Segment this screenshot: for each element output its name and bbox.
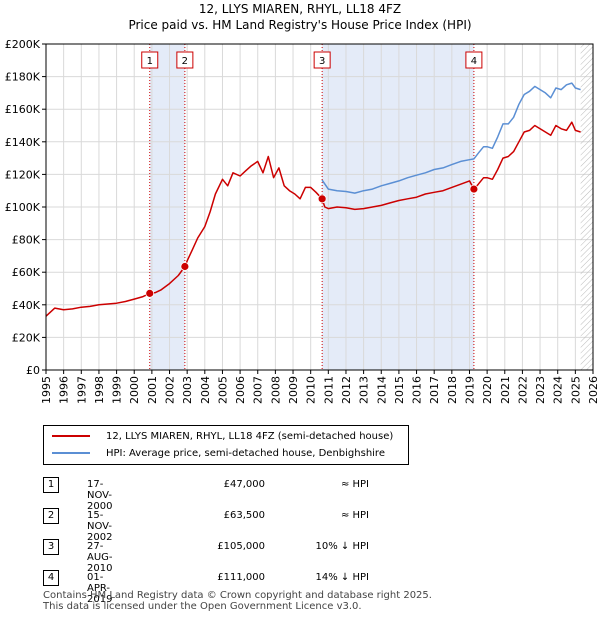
x-tick-label: 2003 <box>181 376 194 404</box>
sale-date: 01-APR-2019 <box>87 572 113 605</box>
x-tick-label: 2025 <box>569 376 582 404</box>
sale-marker: 1 <box>43 477 59 493</box>
sale-marker-box-2 <box>176 51 194 69</box>
sale-price: £47,000 <box>223 479 265 490</box>
sale-date: 27-AUG-2010 <box>87 541 113 574</box>
x-tick-label: 2019 <box>463 376 476 404</box>
y-tick-label: £200K <box>5 38 41 51</box>
sale-date: 17-NOV-2000 <box>87 479 113 512</box>
sale-marker: 2 <box>43 508 59 524</box>
chart-legend: 12, LLYS MIAREN, RHYL, LL18 4FZ (semi-de… <box>43 425 409 465</box>
x-tick-label: 2008 <box>269 376 282 404</box>
x-tick-label: 1997 <box>75 376 88 404</box>
x-tick-label: 2017 <box>428 376 441 404</box>
x-tick-label: 2014 <box>375 376 388 404</box>
sale-date: 15-NOV-2002 <box>87 510 113 543</box>
sale-point-3 <box>317 194 327 204</box>
x-tick-label: 2013 <box>358 376 371 404</box>
chart-title: 12, LLYS MIAREN, RHYL, LL18 4FZ <box>198 2 402 16</box>
sale-price: £105,000 <box>217 541 265 552</box>
y-tick-label: £100K <box>5 201 41 214</box>
y-tick-label: £60K <box>12 266 41 279</box>
sale-marker: 4 <box>43 570 59 586</box>
x-tick-label: 2004 <box>199 376 212 404</box>
sale-marker-label-2: 2 <box>182 56 188 67</box>
price-chart: 1 2 3 4 £0 £20K £40K £60K £80K £100K £120K £140K £16… <box>5 38 600 404</box>
y-tick-label: £80K <box>12 234 41 247</box>
sale-marker: 3 <box>43 539 59 555</box>
legend-hpi-label: HPI: Average price, semi-detached house,… <box>106 448 385 459</box>
future-hatch-region <box>580 44 593 370</box>
x-tick-label: 2001 <box>146 376 159 404</box>
x-tick-label: 1995 <box>40 376 53 404</box>
hpi-line-swatch <box>52 452 90 454</box>
sale-point-2 <box>180 262 190 271</box>
x-tick-label: 1998 <box>93 376 106 404</box>
legend-price-label: 12, LLYS MIAREN, RHYL, LL18 4FZ (semi-de… <box>106 431 394 442</box>
y-tick-label: £120K <box>5 168 41 181</box>
x-tick-label: 2016 <box>411 376 424 404</box>
x-tick-label: 2012 <box>340 376 353 404</box>
x-tick-label: 2018 <box>446 376 459 404</box>
x-tick-label: 2015 <box>393 376 406 404</box>
y-tick-label: £20K <box>12 331 41 344</box>
chart-subtitle: Price paid vs. HM Land Registry's House … <box>128 18 472 32</box>
x-tick-label: 2011 <box>322 376 335 404</box>
legend-item-hpi: HPI: Average price, semi-detached house,… <box>52 447 385 461</box>
x-tick-label: 2005 <box>216 376 229 404</box>
sale-hpi-relation: ≈ HPI <box>340 479 369 490</box>
x-tick-label: 2020 <box>481 376 494 404</box>
y-tick-label: £140K <box>5 136 41 149</box>
sale-price: £111,000 <box>217 572 265 583</box>
sale-marker-label-3: 3 <box>319 56 325 67</box>
sale-hpi-relation: ≈ HPI <box>340 510 369 521</box>
y-tick-label: £180K <box>5 71 41 84</box>
sale-hpi-relation: 14% ↓ HPI <box>315 572 369 583</box>
sale-price: £63,500 <box>223 510 265 521</box>
x-tick-label: 1999 <box>111 376 124 404</box>
hpi-series-line <box>321 82 581 194</box>
sale-marker-label-1: 1 <box>147 56 153 67</box>
sale-point-1 <box>145 288 155 298</box>
x-tick-label: 2010 <box>305 376 318 404</box>
footer-copyright: Contains HM Land Registry data © Crown c… <box>43 590 432 601</box>
x-tick-label: 2000 <box>128 376 141 404</box>
x-tick-label: 1996 <box>58 376 71 404</box>
x-tick-label: 2023 <box>534 376 547 404</box>
sale-marker-box-3 <box>313 51 331 69</box>
price-line-swatch <box>52 435 90 437</box>
y-tick-label: £160K <box>5 103 41 116</box>
footer-licence: This data is licensed under the Open Gov… <box>43 601 362 612</box>
price-series-line <box>45 121 581 317</box>
legend-item-price: 12, LLYS MIAREN, RHYL, LL18 4FZ (semi-de… <box>52 430 393 444</box>
x-tick-label: 2002 <box>164 376 177 404</box>
x-tick-label: 2021 <box>499 376 512 404</box>
x-tick-label: 2024 <box>552 376 565 404</box>
x-tick-label: 2026 <box>587 376 600 404</box>
sale-point-4 <box>469 184 479 194</box>
sale-marker-label-4: 4 <box>471 56 477 67</box>
x-tick-label: 2006 <box>234 376 247 404</box>
x-tick-label: 2022 <box>516 376 529 404</box>
sale-marker-box-4 <box>465 51 483 69</box>
x-tick-label: 2009 <box>287 376 300 404</box>
sale-hpi-relation: 10% ↓ HPI <box>315 541 369 552</box>
footer-note: Contains HM Land Registry data © Crown c… <box>43 590 432 612</box>
sale-marker-box-1 <box>141 51 159 69</box>
y-tick-label: £0 <box>26 364 40 377</box>
x-tick-label: 2007 <box>252 376 265 404</box>
y-tick-label: £40K <box>12 299 41 312</box>
